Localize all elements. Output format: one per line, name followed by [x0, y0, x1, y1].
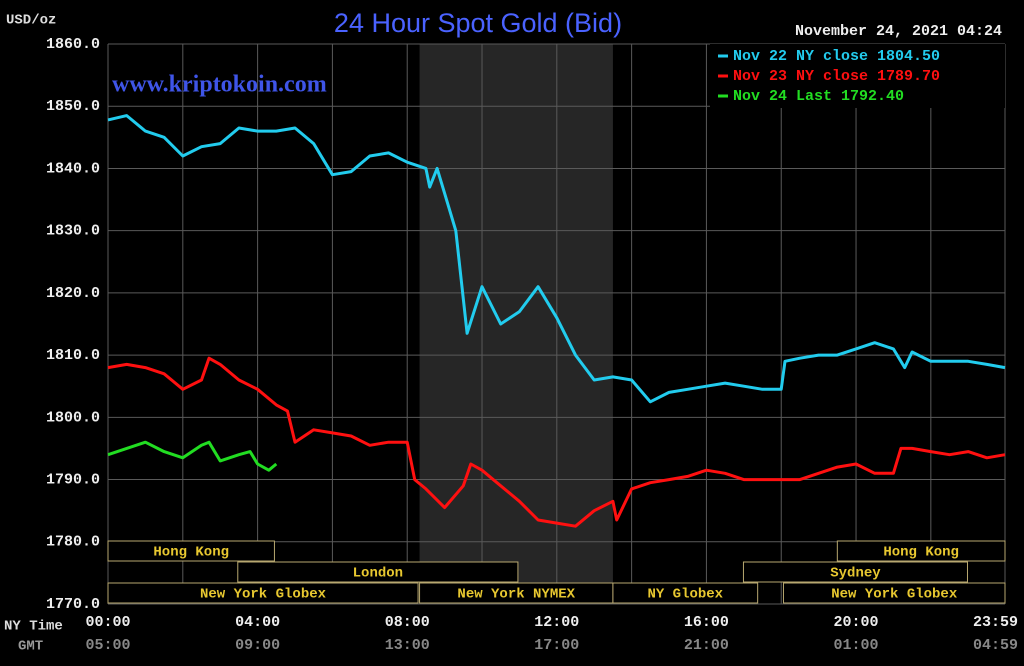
- x-tick-label: 23:59: [973, 614, 1018, 631]
- y-tick-label: 1770.0: [46, 596, 100, 613]
- shaded-region: [419, 44, 613, 604]
- y-tick-label: 1780.0: [46, 534, 100, 551]
- y-tick-label: 1860.0: [46, 36, 100, 53]
- session-label: NY Globex: [647, 587, 723, 603]
- session-label: New York NYMEX: [457, 587, 575, 603]
- y-axis-label: USD/oz: [6, 13, 56, 29]
- session-bar: [836, 540, 1006, 562]
- x-tick-label: 16:00: [684, 614, 729, 631]
- x2-tick-label: 13:00: [385, 637, 430, 654]
- line: [107, 114, 1006, 404]
- y-tick-label: 1800.0: [46, 409, 100, 426]
- legend-label: Nov 22 NY close 1804.50: [733, 48, 940, 65]
- x2-tick-label: 21:00: [684, 637, 729, 654]
- y-tick-label: 1820.0: [46, 285, 100, 302]
- x2-tick-label: 17:00: [534, 637, 579, 654]
- y-tick-label: 1810.0: [46, 347, 100, 364]
- session-label: London: [353, 566, 403, 582]
- x-tick-label: 12:00: [534, 614, 579, 631]
- x2-tick-label: 04:59: [973, 637, 1018, 654]
- y-tick-label: 1790.0: [46, 472, 100, 489]
- legend-label: Nov 23 NY close 1789.70: [733, 68, 940, 85]
- session-label: Hong Kong: [153, 545, 229, 561]
- x-row-label: NY Time: [4, 619, 63, 635]
- session-bar: [782, 582, 1006, 604]
- x2-row-label: GMT: [18, 639, 43, 655]
- y-tick-label: 1840.0: [46, 160, 100, 177]
- watermark: www.kriptokoin.com: [112, 72, 327, 98]
- x2-tick-label: 01:00: [834, 637, 879, 654]
- session-bar: [107, 540, 275, 562]
- x2-tick-label: 05:00: [85, 637, 130, 654]
- legend-label: Nov 24 Last 1792.40: [733, 88, 904, 105]
- session-label: New York Globex: [200, 587, 327, 603]
- session-label: New York Globex: [831, 587, 958, 603]
- session-label: Sydney: [830, 566, 881, 582]
- session-bar: [107, 582, 419, 604]
- session-bar: [237, 561, 519, 583]
- x-tick-label: 00:00: [85, 614, 130, 631]
- session-label: Hong Kong: [883, 545, 959, 561]
- y-tick-label: 1850.0: [46, 98, 100, 115]
- timestamp: November 24, 2021 04:24: [795, 23, 1002, 40]
- y-tick-label: 1830.0: [46, 223, 100, 240]
- legend-box: [710, 44, 1005, 108]
- x-tick-label: 20:00: [834, 614, 879, 631]
- x-tick-label: 04:00: [235, 614, 280, 631]
- session-bar: [612, 582, 759, 604]
- session-bar: [742, 561, 968, 583]
- line: [107, 356, 1006, 528]
- chart-title: 24 Hour Spot Gold (Bid): [334, 8, 622, 38]
- x-tick-label: 08:00: [385, 614, 430, 631]
- line: [107, 440, 278, 472]
- x2-tick-label: 09:00: [235, 637, 280, 654]
